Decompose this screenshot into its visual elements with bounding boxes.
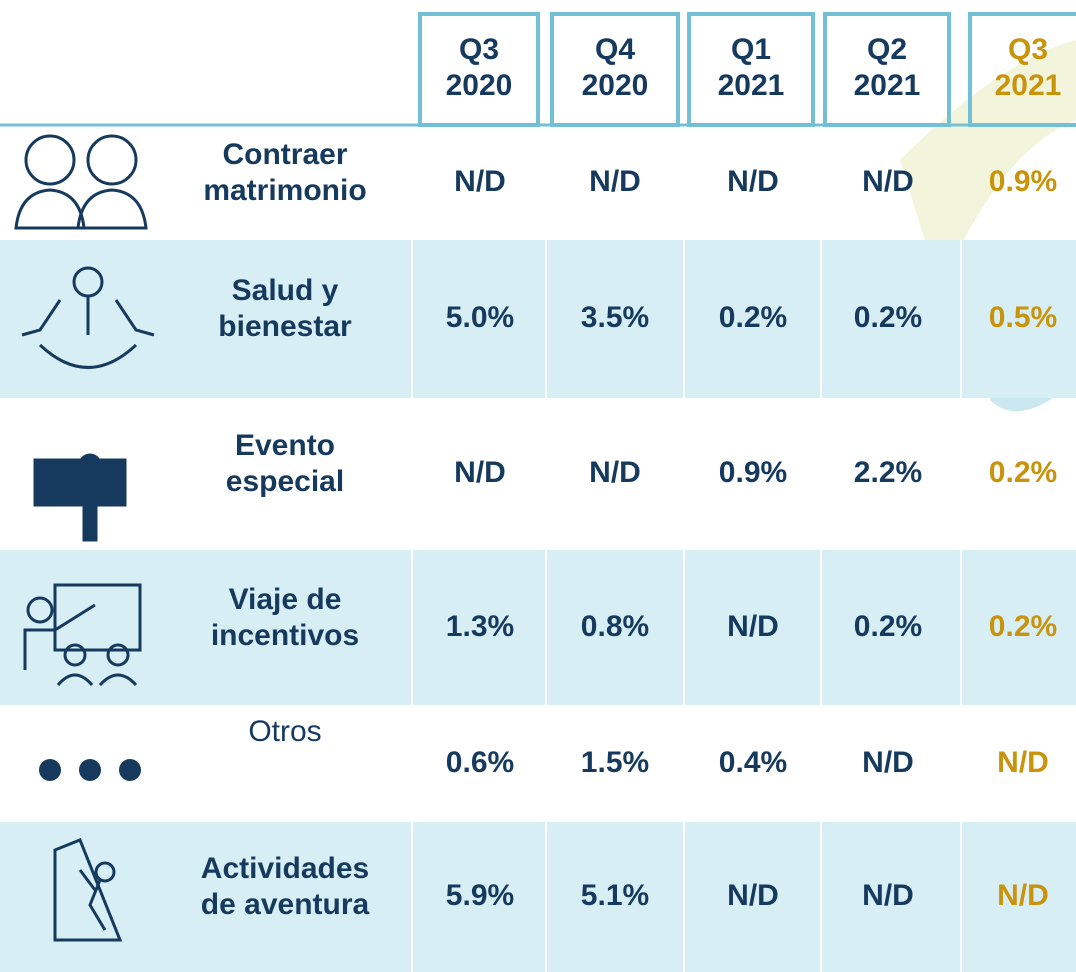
column-separator: [820, 240, 822, 398]
header-quarter: Q3: [458, 33, 500, 66]
row-label: Contraer matrimonio: [165, 137, 405, 209]
column-separator: [820, 822, 822, 972]
label-line: de aventura: [200, 888, 370, 921]
cell-value: 2.2%: [853, 456, 923, 489]
column-separator: [683, 550, 685, 705]
label-line: Evento: [234, 429, 336, 462]
cell-value: N/D: [727, 879, 779, 912]
cell-value: 5.9%: [445, 879, 515, 912]
header-year: 2021: [717, 69, 785, 102]
cell-value: 0.2%: [718, 301, 788, 334]
cell-value: 3.5%: [580, 301, 650, 334]
cell-value: 0.2%: [988, 609, 1058, 643]
header-quarter: Q4: [594, 33, 636, 66]
column-separator: [683, 240, 685, 398]
label-line: incentivos: [210, 618, 360, 652]
cell-value: 1.3%: [445, 609, 515, 643]
cell-value: 0.6%: [445, 745, 515, 779]
cell-value: N/D: [862, 164, 914, 198]
cell-value: 5.0%: [445, 301, 515, 334]
cell-value: N/D: [589, 456, 641, 489]
cell-value: 1.5%: [580, 745, 650, 779]
row-band: [0, 240, 1076, 398]
row-label: Salud y bienestar: [165, 273, 405, 345]
label-line: especial: [225, 465, 345, 498]
header-year: 2021: [994, 69, 1062, 102]
cell-value: N/D: [862, 745, 914, 779]
cell-value: N/D: [997, 879, 1049, 912]
label-line: Salud y: [231, 274, 339, 307]
column-header: Q2 2021: [823, 12, 951, 127]
column-separator: [411, 550, 413, 705]
header-year: 2020: [581, 69, 649, 102]
cell-value: 5.1%: [580, 879, 650, 912]
cell-value: 0.2%: [853, 609, 923, 643]
cell-value: 0.2%: [988, 456, 1058, 489]
header-quarter: Q3: [1007, 33, 1049, 66]
label-line: Otros: [248, 714, 322, 748]
column-header: Q3 2020: [418, 12, 540, 127]
cell-value: 0.5%: [988, 301, 1058, 334]
cell-value: N/D: [727, 164, 779, 198]
label-line: Viaje de: [228, 582, 342, 616]
column-separator: [960, 550, 962, 705]
cell-value: N/D: [454, 456, 506, 489]
cell-value: 0.2%: [853, 301, 923, 334]
column-header: Q3 2021: [968, 12, 1076, 127]
cell-value: N/D: [727, 609, 779, 643]
cell-value: 0.8%: [580, 609, 650, 643]
column-separator: [820, 550, 822, 705]
column-separator: [545, 550, 547, 705]
row-label: Evento especial: [165, 428, 405, 500]
cell-value: 0.9%: [718, 456, 788, 489]
column-header: Q4 2020: [550, 12, 680, 127]
cell-value: N/D: [997, 745, 1049, 779]
column-separator: [545, 240, 547, 398]
header-quarter: Q1: [730, 33, 772, 66]
cell-value: 0.9%: [988, 164, 1058, 198]
row-band: [0, 550, 1076, 705]
row-label: Otros: [165, 714, 405, 750]
column-separator: [411, 822, 413, 972]
label-line: Actividades: [200, 852, 370, 885]
header-year: 2021: [853, 69, 921, 102]
cell-value: N/D: [862, 879, 914, 912]
header-quarter: Q2: [866, 33, 908, 66]
cell-value: 0.4%: [718, 745, 788, 779]
row-band: [0, 822, 1076, 972]
label-line: Contraer: [222, 137, 348, 171]
label-line: bienestar: [218, 310, 352, 343]
cell-value: N/D: [589, 164, 641, 198]
column-separator: [411, 240, 413, 398]
cell-value: N/D: [454, 164, 506, 198]
label-line: matrimonio: [203, 173, 367, 207]
header-year: 2020: [445, 69, 513, 102]
column-separator: [683, 822, 685, 972]
column-separator: [960, 240, 962, 398]
leaf: [900, 40, 1076, 290]
row-label: Actividades de aventura: [165, 851, 405, 923]
column-separator: [960, 822, 962, 972]
row-label: Viaje de incentivos: [165, 582, 405, 654]
column-header: Q1 2021: [687, 12, 815, 127]
column-separator: [545, 822, 547, 972]
